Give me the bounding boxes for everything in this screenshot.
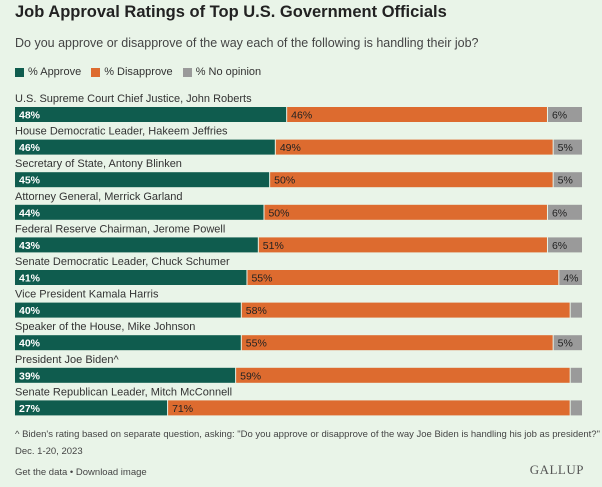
bar-segment-no-opinion xyxy=(553,335,582,351)
data-label-approve: 41% xyxy=(19,273,41,285)
data-label-approve: 44% xyxy=(19,207,41,219)
bar-segment-disapprove xyxy=(258,237,547,253)
data-label-disapprove: 59% xyxy=(240,370,261,382)
legend-swatch-no-opinion xyxy=(182,67,192,77)
category-label: Secretary of State, Antony Blinken xyxy=(15,158,182,170)
category-label: Vice President Kamala Harris xyxy=(15,289,159,301)
category-label: Attorney General, Merrick Garland xyxy=(15,191,183,203)
category-label: President Joe Biden^ xyxy=(15,354,119,366)
bar-segment-approve xyxy=(15,302,241,318)
bar-row: Speaker of the House, Mike Johnson 40% 55%… xyxy=(15,321,582,351)
bar-segment-no-opinion xyxy=(553,139,582,155)
category-label: Senate Republican Leader, Mitch McConnel… xyxy=(15,386,232,398)
bar-segment-no-opinion xyxy=(547,107,582,122)
category-label: Senate Democratic Leader, Chuck Schumer xyxy=(15,256,230,268)
bar-segment-approve xyxy=(15,172,270,188)
bar-segment-approve xyxy=(15,367,236,383)
bar-segment-no-opinion xyxy=(570,302,582,318)
gallup-logo: GALLUP xyxy=(529,462,584,477)
bar-row: Senate Republican Leader, Mitch McConnel… xyxy=(15,386,582,416)
data-label-disapprove: 49% xyxy=(280,142,301,154)
data-label-disapprove: 55% xyxy=(246,338,267,350)
category-label: Federal Reserve Chairman, Jerome Powell xyxy=(15,223,225,235)
data-label-disapprove: 46% xyxy=(291,110,312,122)
bar-segment-approve xyxy=(15,204,264,220)
bar-segment-no-opinion xyxy=(570,367,582,383)
bar-segment-no-opinion xyxy=(559,270,582,285)
legend-swatch-disapprove xyxy=(91,67,101,77)
data-label-disapprove: 58% xyxy=(246,305,267,317)
get-data-link[interactable]: Get the data xyxy=(15,467,68,478)
bar-segment-disapprove xyxy=(247,270,559,285)
data-label-approve: 48% xyxy=(19,110,41,122)
category-label: U.S. Supreme Court Chief Justice, John R… xyxy=(15,93,252,105)
bar-segment-approve xyxy=(15,107,287,122)
data-label-disapprove: 51% xyxy=(263,240,284,252)
data-label-approve: 39% xyxy=(19,370,41,382)
data-label-disapprove: 55% xyxy=(251,273,272,285)
data-label-disapprove: 50% xyxy=(274,175,295,187)
data-label-approve: 45% xyxy=(19,175,41,187)
legend-swatch-approve xyxy=(15,67,24,77)
bar-segment-disapprove xyxy=(270,172,553,188)
bar-segment-approve xyxy=(15,335,241,351)
bar-segment-disapprove xyxy=(241,335,553,351)
data-label-approve: 40% xyxy=(19,338,41,350)
bar-segment-disapprove xyxy=(287,107,547,122)
bar-segment-approve xyxy=(15,139,275,155)
bar-row: Attorney General, Merrick Garland 44% 50% 6… xyxy=(15,191,582,220)
data-label-approve: 40% xyxy=(19,305,41,317)
data-label-disapprove: 50% xyxy=(268,207,289,219)
data-label-disapprove: 71% xyxy=(172,403,193,415)
date-range: Dec. 1-20, 2023 xyxy=(15,446,83,457)
data-label-no-opinion: 6% xyxy=(552,240,567,252)
download-image-link[interactable]: Download image xyxy=(75,467,147,478)
data-label-no-opinion: 6% xyxy=(552,207,567,219)
data-label-approve: 43% xyxy=(19,240,41,252)
chart-subtitle: Do you approve or disapprove of the way … xyxy=(15,36,479,50)
bar-row: Senate Democratic Leader, Chuck Schumer 4… xyxy=(15,256,582,285)
data-label-no-opinion: 5% xyxy=(558,142,573,154)
category-label: Speaker of the House, Mike Johnson xyxy=(15,321,195,333)
bar-segment-no-opinion xyxy=(547,237,582,253)
legend-item-disapprove: % Disapprove xyxy=(91,66,173,78)
bar-row: President Joe Biden^ 39% 59% xyxy=(15,354,582,383)
bar-segment-disapprove xyxy=(168,400,570,416)
bar-row: U.S. Supreme Court Chief Justice, John R… xyxy=(15,93,582,122)
legend-label-disapprove: % Disapprove xyxy=(104,66,173,78)
footnote: ^ Biden's rating based on separate quest… xyxy=(15,429,600,440)
legend-label-approve: % Approve xyxy=(28,66,82,78)
legend: % Approve % Disapprove % No opinion xyxy=(15,66,271,78)
bar-segment-approve xyxy=(15,270,247,285)
data-label-no-opinion: 4% xyxy=(563,273,578,285)
bar-segment-approve xyxy=(15,237,258,253)
bar-row: House Democratic Leader, Hakeem Jeffries… xyxy=(15,126,582,155)
data-label-no-opinion: 6% xyxy=(552,110,567,122)
bar-segment-no-opinion xyxy=(547,204,582,220)
link-separator: • xyxy=(67,467,76,478)
legend-label-no-opinion: % No opinion xyxy=(195,66,262,78)
bar-segment-disapprove xyxy=(275,139,553,155)
bar-segment-no-opinion xyxy=(570,400,582,416)
bar-segment-disapprove xyxy=(241,302,570,318)
legend-item-approve: % Approve xyxy=(15,66,81,78)
chart-title: Job Approval Ratings of Top U.S. Governm… xyxy=(15,3,447,21)
bar-row: Vice President Kamala Harris 40% 58% xyxy=(15,289,582,318)
bar-segment-approve xyxy=(15,400,168,416)
bar-segment-no-opinion xyxy=(553,172,582,188)
stacked-bar-chart: U.S. Supreme Court Chief Justice, John R… xyxy=(15,93,582,416)
bar-row: Federal Reserve Chairman, Jerome Powell 4… xyxy=(15,223,582,253)
category-label: House Democratic Leader, Hakeem Jeffries xyxy=(15,126,228,138)
data-label-approve: 46% xyxy=(19,142,41,154)
data-label-no-opinion: 5% xyxy=(558,338,573,350)
data-label-approve: 27% xyxy=(19,403,41,415)
bar-segment-disapprove xyxy=(236,367,570,383)
bar-row: Secretary of State, Antony Blinken 45% 50%… xyxy=(15,158,582,188)
bar-segment-disapprove xyxy=(264,204,547,220)
data-label-no-opinion: 5% xyxy=(558,175,573,187)
legend-item-no-opinion: % No opinion xyxy=(182,66,262,78)
chart-links: Get the data • Download image xyxy=(15,467,147,478)
